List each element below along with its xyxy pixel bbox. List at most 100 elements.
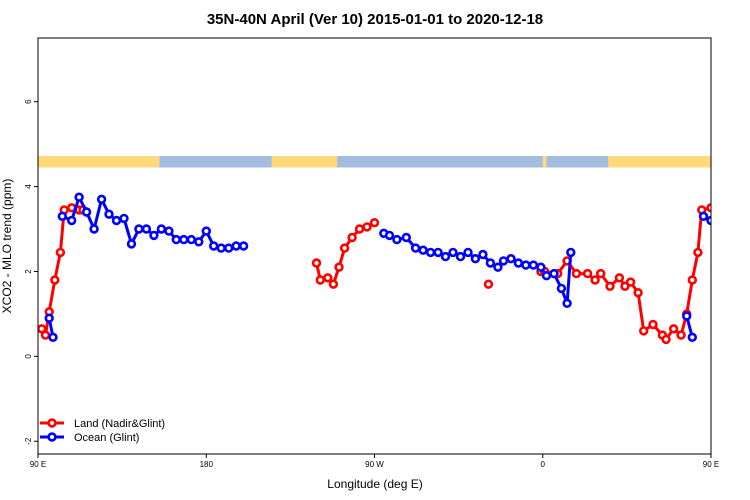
- x-tick-label-3: 0: [541, 460, 546, 469]
- series-1-point-34: [433, 247, 443, 258]
- series-1-point-35: [440, 251, 451, 262]
- series-1-point-44: [506, 254, 516, 264]
- x-tick-label-1: 180: [200, 460, 214, 469]
- legend-marker-1: [47, 432, 57, 442]
- series-1-point-60: [728, 226, 735, 233]
- series-0-point-25: [582, 268, 593, 279]
- series-0-point-44: [713, 207, 720, 214]
- series-1-point-58: [713, 194, 720, 201]
- series-1-point-42: [493, 262, 503, 272]
- y-axis: -2 0 2 4 6: [24, 99, 38, 445]
- series-1-point-21: [201, 226, 212, 236]
- series-1-point-55: [687, 332, 697, 342]
- series-1-point-8: [104, 209, 114, 219]
- series-1-point-26: [238, 241, 249, 251]
- series-1-point-11: [126, 239, 137, 249]
- series-1-point-30: [401, 232, 411, 243]
- land-band-5: [711, 156, 715, 167]
- series-1-point-31: [410, 243, 421, 253]
- series-1-point-24: [224, 243, 234, 253]
- series-0-point-40: [687, 275, 697, 285]
- series-1-point-33: [425, 247, 436, 258]
- series-1-point-45: [513, 258, 524, 268]
- series-0-point-28: [605, 281, 615, 291]
- series-1-point-17: [171, 234, 182, 245]
- series-1-point-52: [562, 298, 572, 308]
- y-tick-label-4: 6: [24, 99, 33, 104]
- series-1-point-18: [179, 234, 189, 245]
- ocean-band: [38, 156, 711, 168]
- x-axis: 90 E 180 90 W 0 90 E: [30, 454, 719, 469]
- land-ocean-strip: [38, 156, 715, 168]
- series-1-point-46: [521, 260, 531, 270]
- series-0-point-29: [614, 273, 625, 283]
- series-1-point-23: [216, 243, 226, 253]
- series-0-point-31: [625, 277, 636, 287]
- series-1-point-19: [186, 234, 197, 245]
- series-0-point-37: [668, 324, 679, 334]
- series-1-point-61: [736, 196, 743, 203]
- series-1-point-37: [455, 251, 466, 262]
- series-0-point-13: [334, 262, 344, 272]
- series-1-point-39: [470, 254, 481, 264]
- series-1-point-14: [149, 230, 159, 241]
- series-1-point-41: [485, 258, 496, 268]
- series-1-point-62: [741, 211, 748, 218]
- x-tick-label-2: 90 W: [365, 460, 384, 469]
- series-1-point-20: [194, 237, 204, 247]
- series-1: [44, 192, 748, 342]
- series-1-point-3: [66, 215, 77, 226]
- series-0-point-1: [40, 330, 51, 340]
- x-axis-title: Longitude (deg E): [327, 477, 422, 491]
- series-1-point-32: [418, 245, 428, 255]
- series-0-point-17: [362, 222, 372, 232]
- series-0-point-32: [633, 288, 643, 298]
- y-axis-title: XCO2 - MLO trend (ppm): [0, 179, 14, 314]
- series-0-point-45: [717, 207, 724, 214]
- series-1-point-13: [141, 224, 152, 234]
- series-0-point-16: [354, 224, 365, 234]
- series-1-point-38: [463, 247, 473, 258]
- series-1-point-5: [81, 207, 92, 217]
- series-1-point-15: [156, 224, 167, 234]
- x-tick-label-4: 90 E: [703, 460, 719, 469]
- series-1-point-40: [478, 249, 488, 260]
- series-0-point-34: [648, 319, 658, 330]
- series-0-point-11: [323, 273, 333, 283]
- series-1-point-49: [541, 271, 552, 281]
- series-0-point-9: [311, 258, 322, 268]
- series-0-point-36: [661, 334, 671, 345]
- series-1-point-43: [498, 256, 509, 266]
- legend-marker-0: [47, 418, 57, 428]
- series-layer: [38, 192, 748, 345]
- series-1-point-9: [111, 215, 122, 226]
- series-0-point-19: [483, 279, 494, 289]
- legend: Land (Nadir&Glint) Ocean (Glint): [40, 418, 165, 444]
- series-1-point-16: [164, 226, 174, 236]
- series-1-point-1: [48, 332, 58, 342]
- series-1-point-25: [231, 241, 241, 251]
- y-tick-label-0: -2: [24, 437, 33, 445]
- series-1-point-0: [44, 313, 54, 323]
- series-1-point-53: [566, 247, 576, 258]
- series-0-point-18: [369, 218, 380, 228]
- series-1-point-6: [89, 224, 99, 234]
- series-1-point-54: [681, 311, 692, 321]
- series-0-point-27: [595, 268, 606, 279]
- y-tick-label-1: 0: [24, 354, 33, 359]
- x-tick-label-0: 90 E: [30, 460, 46, 469]
- land-band-0: [38, 156, 147, 168]
- series-1-point-4: [74, 192, 84, 202]
- series-0-point-4: [55, 247, 66, 258]
- series-0-point-12: [328, 279, 339, 289]
- series-1-point-29: [392, 234, 402, 245]
- legend-label-1: Ocean (Glint): [74, 432, 139, 444]
- series-0-point-10: [315, 275, 325, 285]
- series-1-point-59: [721, 209, 728, 216]
- chart-title: 35N-40N April (Ver 10) 2015-01-01 to 202…: [207, 11, 543, 28]
- series-1-point-28: [384, 230, 395, 241]
- legend-label-0: Land (Nadir&Glint): [74, 418, 165, 430]
- series-1-point-7: [96, 194, 107, 205]
- series-1-point-56: [698, 211, 709, 222]
